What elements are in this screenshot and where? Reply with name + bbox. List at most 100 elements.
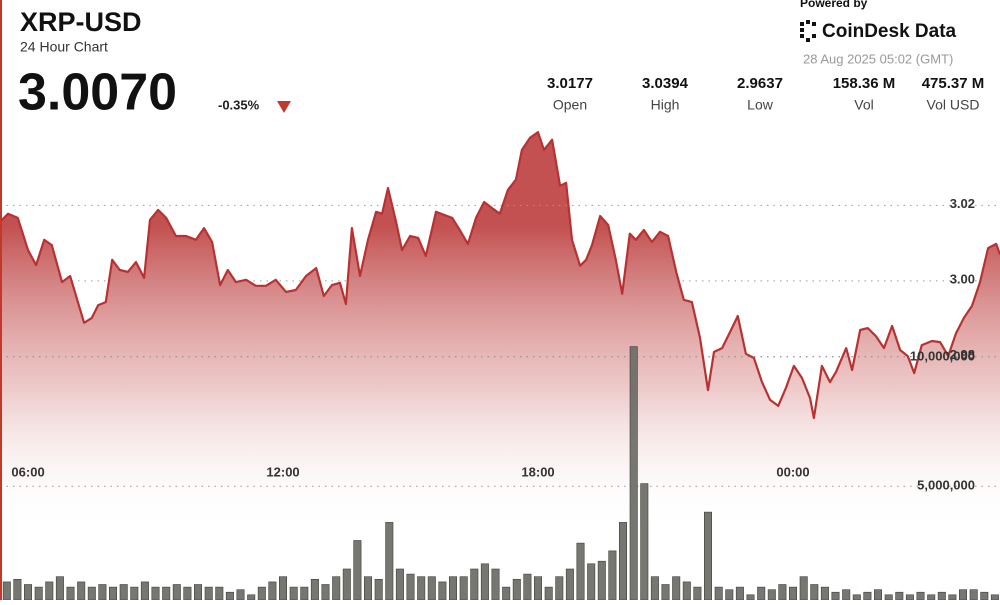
volume-bar: [23, 584, 32, 601]
volume-bar: [842, 589, 851, 601]
volume-bar: [448, 576, 457, 601]
x-tick-label: 06:00: [11, 464, 44, 479]
volume-bar: [937, 591, 946, 601]
x-tick-label: 00:00: [776, 464, 809, 479]
volume-bar: [948, 594, 957, 601]
volume-bar: [459, 576, 468, 601]
x-tick-label: 18:00: [521, 464, 554, 479]
volume-bar: [905, 594, 914, 601]
volume-bar: [34, 586, 43, 601]
volume-bar: [703, 511, 712, 601]
volume-bar: [13, 578, 22, 601]
brand-logo: [800, 20, 816, 42]
label-layer: 06:00 12:00 18:00 00:00 2.98 3.00 3.02 5,000,00…: [11, 196, 975, 493]
volume-bar: [194, 584, 203, 601]
volume-bar: [884, 594, 893, 601]
timestamp: 28 Aug 2025 05:02 (GMT): [803, 51, 953, 66]
volume-bar: [990, 594, 999, 601]
down-arrow: [277, 101, 291, 113]
area-layer: [0, 132, 1000, 600]
stat-label: Vol USD: [927, 97, 980, 113]
volume-bar: [109, 586, 118, 601]
volume-bar: [247, 594, 256, 601]
volume-bar: [300, 586, 309, 601]
y-tick-label: 2.98: [950, 347, 975, 362]
volume-bar: [289, 586, 298, 601]
volume-bar: [321, 584, 330, 601]
volume-bar: [916, 591, 925, 601]
volume-bar: [2, 581, 11, 601]
volume-bar: [523, 573, 532, 601]
volume-bar: [353, 540, 362, 601]
volume-bar: [672, 576, 681, 601]
price-area: [0, 132, 1000, 600]
volume-bar: [363, 576, 372, 601]
volume-bar: [417, 576, 426, 601]
volume-bar: [863, 591, 872, 601]
volume-bar: [555, 576, 564, 601]
volume-bar: [98, 584, 107, 601]
volume-bar: [406, 573, 415, 601]
volume-bar: [661, 584, 670, 601]
volume-bar: [225, 591, 234, 601]
volume-bar: [693, 586, 702, 601]
volume-bar: [268, 581, 277, 601]
volume-bar: [140, 581, 149, 601]
volume-bar: [257, 586, 266, 601]
stat-label: High: [651, 97, 680, 113]
volume-bar: [682, 581, 691, 601]
volume-bar: [512, 578, 521, 601]
volume-bar: [172, 584, 181, 601]
stat-value: 2.9637: [737, 75, 783, 92]
volume-bar: [958, 589, 967, 601]
volume-bar: [788, 586, 797, 601]
volume-bar: [427, 576, 436, 601]
volume-bar: [565, 568, 574, 601]
volume-bar: [980, 591, 989, 601]
symbol: XRP-USD: [20, 7, 142, 37]
volume-bar: [629, 346, 638, 601]
line-layer: [0, 131, 1000, 420]
volume-bar: [746, 594, 755, 601]
volume-bar: [151, 586, 160, 601]
volume-bar: [491, 568, 500, 601]
volume-bar: [480, 563, 489, 601]
volume-bar: [767, 589, 776, 601]
stat-label: Open: [553, 97, 587, 113]
volume-bar: [533, 576, 542, 601]
volume-bar: [608, 550, 617, 601]
stat-value: 3.0177: [547, 75, 593, 92]
volume-bar: [618, 522, 627, 601]
volume-bar: [969, 589, 978, 601]
volume-bar: [714, 586, 723, 601]
y2-tick-label: 5,000,000: [917, 478, 975, 493]
price: 3.0070: [18, 64, 177, 122]
subtitle: 24 Hour Chart: [20, 39, 108, 55]
volume-bar: [119, 584, 128, 601]
volume-bar: [820, 586, 829, 601]
powered-by: Powered by: [800, 0, 868, 10]
stat-value: 475.37 M: [922, 75, 985, 92]
stat-label: Low: [747, 97, 774, 113]
volume-bar: [470, 568, 479, 601]
volume-bar: [831, 591, 840, 601]
volume-bar: [130, 586, 139, 601]
volume-bar: [799, 576, 808, 601]
volume-bar: [332, 576, 341, 601]
volume-bar: [640, 483, 649, 601]
volume-bar: [852, 594, 861, 601]
volume-bar: [55, 576, 64, 601]
volume-bar: [45, 581, 54, 601]
grid-layer: [0, 204, 1000, 487]
volume-bar: [778, 584, 787, 601]
volume-bar: [735, 586, 744, 601]
volume-bar: [725, 589, 734, 601]
volume-bar: [87, 586, 96, 601]
y-tick-label: 3.02: [950, 196, 975, 211]
volume-bar: [278, 576, 287, 601]
volume-bar: [576, 542, 585, 601]
volume-bar: [236, 589, 245, 601]
y2-tick-label: 10,000,000: [910, 348, 975, 363]
